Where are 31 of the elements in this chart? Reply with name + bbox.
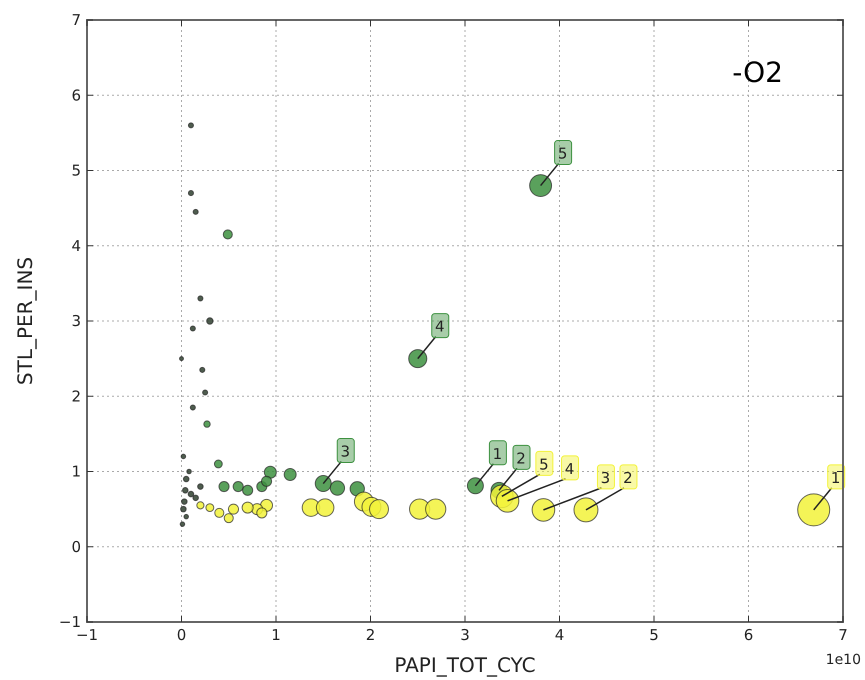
y-tick-label: 7 xyxy=(71,11,81,29)
y-tick-label: 5 xyxy=(71,162,81,180)
annotation: 5 xyxy=(539,455,549,474)
annotation: 2 xyxy=(516,449,526,468)
annotation: 5 xyxy=(558,144,568,163)
annotation: -O2 xyxy=(732,56,783,89)
x-tick-label: 7 xyxy=(838,626,848,644)
x-tick-label: 6 xyxy=(744,626,754,644)
x-tick-label: 0 xyxy=(176,626,186,644)
y-tick-label: 4 xyxy=(71,236,81,255)
y-tick-label: 3 xyxy=(71,312,81,330)
x-tick-label: 3 xyxy=(460,626,470,644)
x-tick-label: 4 xyxy=(554,626,564,644)
x-tick-label: 1 xyxy=(271,626,281,644)
annotation: 3 xyxy=(600,468,610,487)
y-tick-label: 0 xyxy=(71,538,81,556)
text: 1e10 xyxy=(826,652,861,668)
annotation: 1 xyxy=(830,468,840,487)
annotation: 3 xyxy=(340,442,350,461)
y-tick-label: 2 xyxy=(71,387,81,406)
x-tick-label: 5 xyxy=(649,626,659,644)
x-tick-label: 2 xyxy=(366,626,376,644)
annotation: 1 xyxy=(492,444,502,463)
x-axis-title: PAPI_TOT_CYC xyxy=(394,653,536,677)
y-axis-title: STL_PER_INS xyxy=(13,256,37,386)
y-tick-label: 6 xyxy=(71,86,81,104)
y-tick-label: −1 xyxy=(58,613,81,631)
annotation: 4 xyxy=(564,460,574,478)
annotation: 4 xyxy=(434,318,445,336)
annotation: 2 xyxy=(623,468,633,487)
y-tick-label: 1 xyxy=(71,462,81,480)
